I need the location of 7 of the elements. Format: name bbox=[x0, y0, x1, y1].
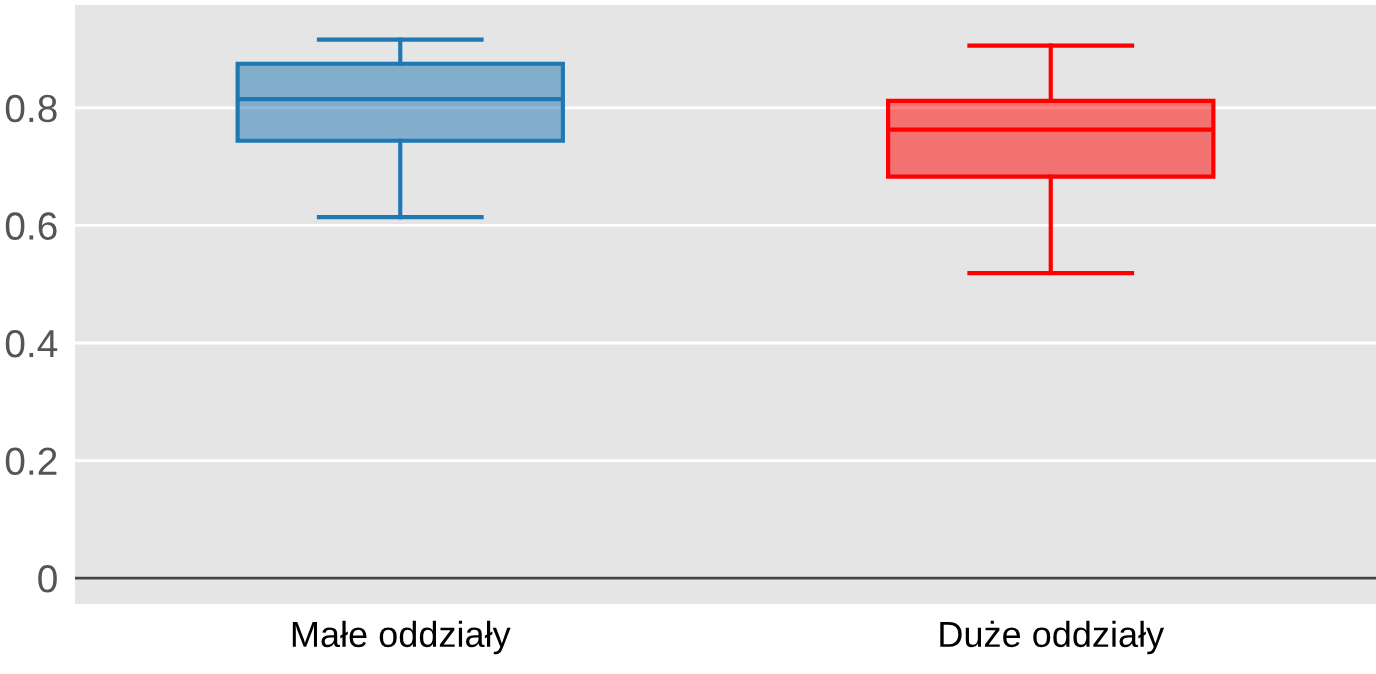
x-tick-label: Małe oddziały bbox=[292, 620, 511, 655]
x-tick-label: Duże oddziały bbox=[940, 620, 1165, 655]
y-tick-label: 0 bbox=[38, 565, 57, 593]
y-tick-label: 0.8 bbox=[5, 94, 57, 123]
y-tick-label: 0.6 bbox=[5, 212, 57, 240]
y-tick-label: 0.2 bbox=[5, 447, 57, 476]
y-tick-label: 0.4 bbox=[5, 329, 58, 358]
